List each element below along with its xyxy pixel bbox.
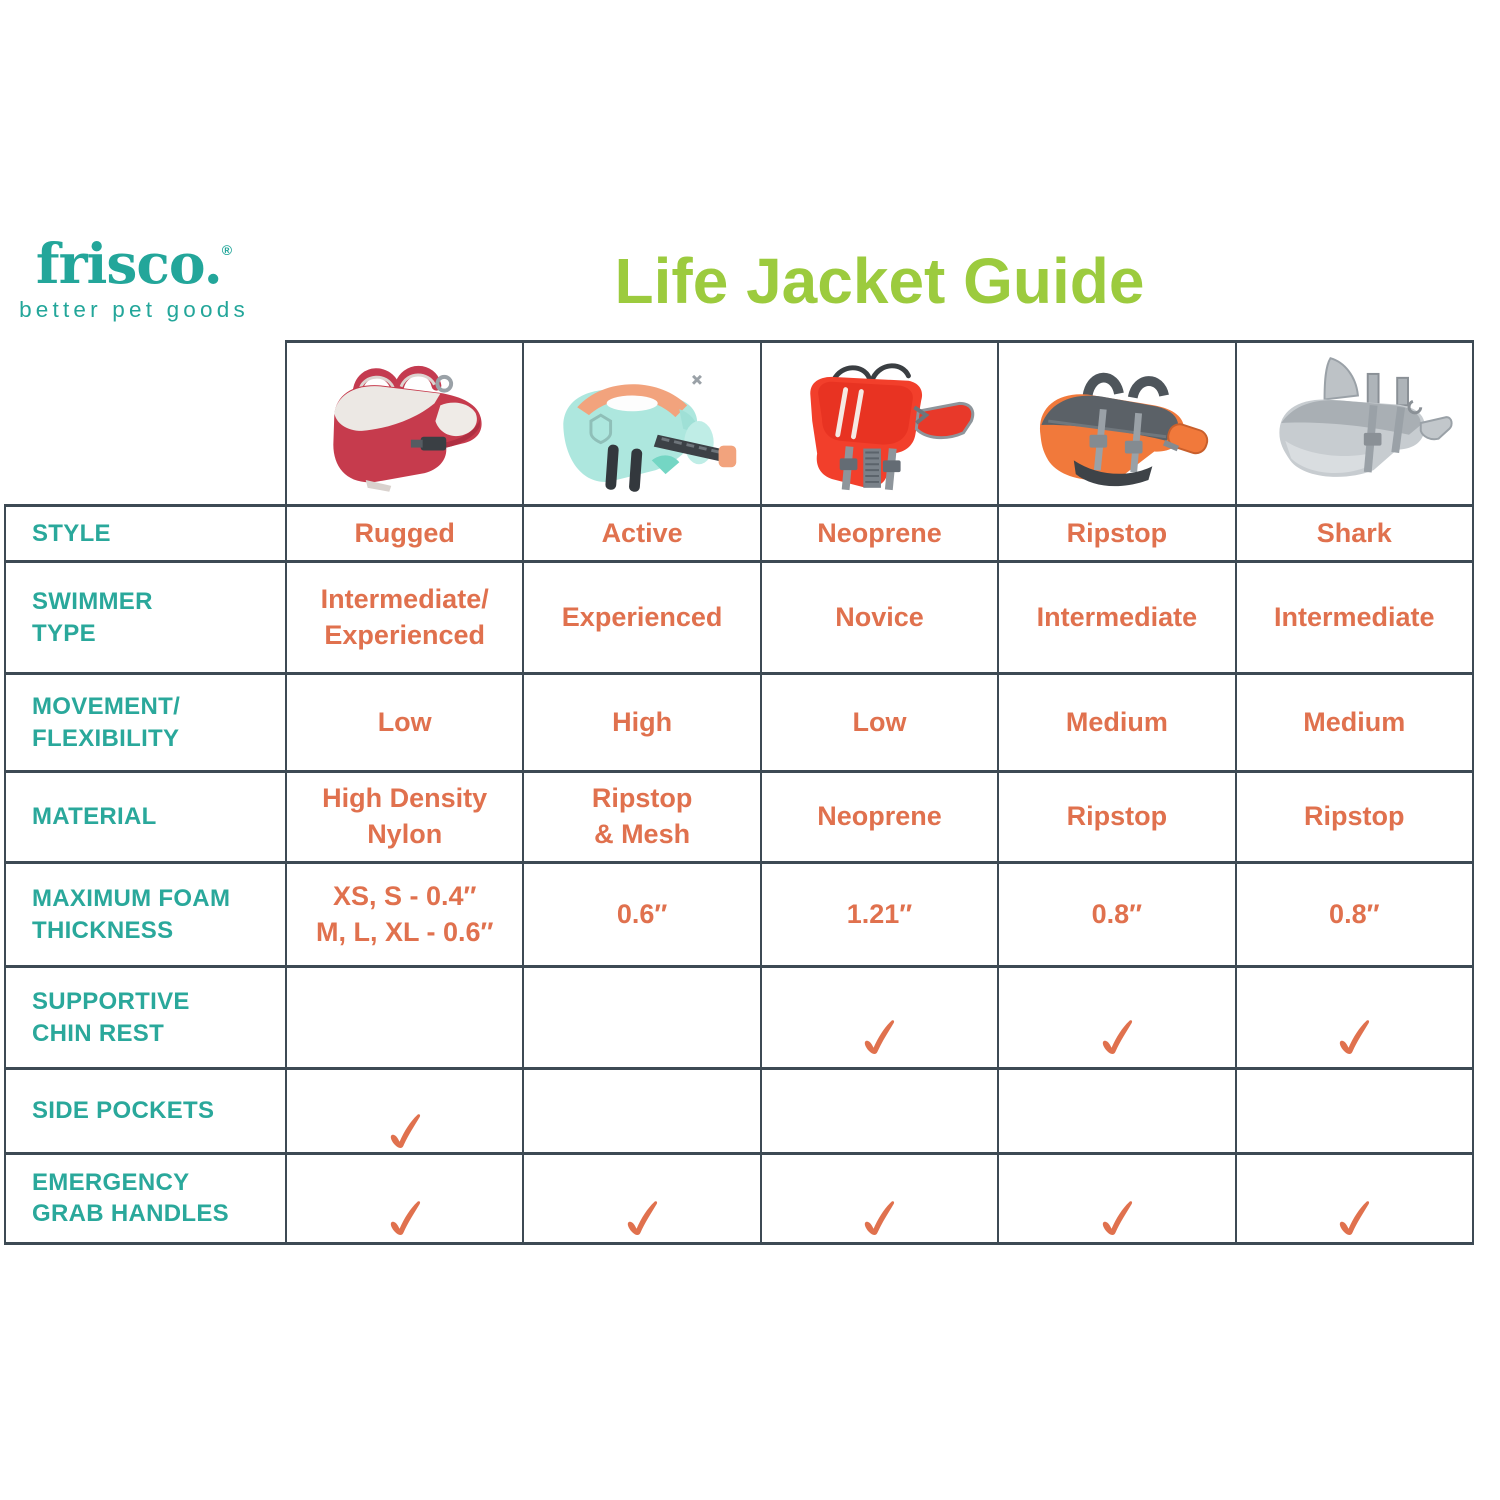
value-cell: Novice bbox=[759, 560, 1000, 675]
check-cell bbox=[284, 1151, 525, 1245]
check-icon bbox=[1340, 1201, 1370, 1235]
registered-mark: ® bbox=[221, 242, 233, 258]
value-cell: Medium bbox=[997, 672, 1237, 773]
product-image-cell bbox=[759, 340, 1000, 507]
check-cell bbox=[759, 1067, 1000, 1155]
table-row-style: STYLE Rugged Active Neoprene Ripstop Sha… bbox=[4, 504, 1475, 563]
check-cell bbox=[759, 1151, 1000, 1245]
brand-name: frisco.® bbox=[35, 231, 233, 296]
value-cell: 0.8″ bbox=[1234, 861, 1475, 968]
table-row-material: MATERIAL High Density Nylon Ripstop & Me… bbox=[4, 770, 1475, 864]
row-label: MAXIMUM FOAM THICKNESS bbox=[4, 861, 287, 968]
value-cell: Active bbox=[522, 504, 762, 563]
check-cell bbox=[284, 965, 525, 1070]
value-cell: Low bbox=[284, 672, 525, 773]
value-cell: Intermediate/ Experienced bbox=[284, 560, 525, 675]
row-label: EMERGENCY GRAB HANDLES bbox=[4, 1151, 287, 1245]
value-cell: Intermediate bbox=[1234, 560, 1475, 675]
value-cell: 0.8″ bbox=[997, 861, 1237, 968]
value-cell: Neoprene bbox=[759, 770, 1000, 864]
check-icon bbox=[865, 1201, 895, 1235]
page-title: Life Jacket Guide bbox=[614, 245, 1145, 317]
comparison-table-wrap: STYLE Rugged Active Neoprene Ripstop Sha… bbox=[4, 340, 1475, 1245]
row-label: STYLE bbox=[4, 504, 287, 563]
check-cell bbox=[997, 1067, 1237, 1155]
brand-logo: frisco.® better pet goods bbox=[14, 236, 254, 323]
check-icon bbox=[1102, 1020, 1132, 1055]
value-cell: High Density Nylon bbox=[284, 770, 525, 864]
neoprene-life-jacket-image bbox=[810, 362, 975, 490]
comparison-table: STYLE Rugged Active Neoprene Ripstop Sha… bbox=[4, 340, 1475, 1245]
check-cell bbox=[522, 1151, 762, 1245]
value-cell: Medium bbox=[1234, 672, 1475, 773]
value-cell: 0.6″ bbox=[522, 861, 762, 968]
active-life-jacket-image bbox=[563, 374, 737, 492]
check-icon bbox=[865, 1020, 895, 1055]
row-label: SIDE POCKETS bbox=[4, 1067, 287, 1155]
product-image-cell bbox=[522, 340, 762, 507]
row-label: MATERIAL bbox=[4, 770, 287, 864]
table-row-movement: MOVEMENT/ FLEXIBILITY Low High Low Mediu… bbox=[4, 672, 1475, 773]
row-label: MOVEMENT/ FLEXIBILITY bbox=[4, 672, 287, 773]
value-cell: Shark bbox=[1234, 504, 1475, 563]
product-image-cell bbox=[1234, 340, 1475, 507]
product-image-row bbox=[5, 340, 1475, 507]
check-cell bbox=[1234, 1067, 1475, 1155]
check-cell bbox=[522, 965, 762, 1070]
product-image-cell bbox=[284, 340, 525, 507]
value-cell: 1.21″ bbox=[759, 861, 1000, 968]
value-cell: Ripstop bbox=[997, 770, 1237, 864]
table-row-swimmer-type: SWIMMER TYPE Intermediate/ Experienced E… bbox=[4, 560, 1475, 675]
value-cell: Ripstop bbox=[1234, 770, 1475, 864]
value-cell: High bbox=[522, 672, 762, 773]
shark-life-jacket-image bbox=[1279, 356, 1453, 477]
value-cell: Rugged bbox=[284, 504, 525, 563]
row-label: SWIMMER TYPE bbox=[4, 560, 287, 675]
brand-tagline: better pet goods bbox=[19, 297, 249, 322]
check-cell bbox=[1234, 965, 1475, 1070]
table-row-side-pockets: SIDE POCKETS bbox=[4, 1067, 1475, 1155]
check-cell bbox=[997, 1151, 1237, 1245]
check-cell bbox=[997, 965, 1237, 1070]
ripstop-life-jacket-image bbox=[1039, 372, 1209, 486]
table-row-chin-rest: SUPPORTIVE CHIN REST bbox=[4, 965, 1475, 1070]
check-cell bbox=[522, 1067, 762, 1155]
check-cell bbox=[759, 965, 1000, 1070]
product-image-cell bbox=[997, 340, 1237, 507]
value-cell: Ripstop bbox=[997, 504, 1237, 563]
value-cell: Neoprene bbox=[759, 504, 1000, 563]
value-cell: Low bbox=[759, 672, 1000, 773]
value-cell: Experienced bbox=[522, 560, 762, 675]
check-icon bbox=[390, 1113, 420, 1148]
check-cell bbox=[1234, 1151, 1475, 1245]
check-icon bbox=[390, 1201, 420, 1235]
table-row-grab-handles: EMERGENCY GRAB HANDLES bbox=[4, 1151, 1475, 1245]
value-cell: XS, S - 0.4″ M, L, XL - 0.6″ bbox=[284, 861, 525, 968]
table-corner-spacer bbox=[5, 342, 286, 506]
value-cell: Intermediate bbox=[997, 560, 1237, 675]
check-icon bbox=[1340, 1020, 1370, 1055]
rugged-life-jacket-image bbox=[333, 365, 482, 492]
row-label: SUPPORTIVE CHIN REST bbox=[4, 965, 287, 1070]
check-icon bbox=[1102, 1201, 1132, 1235]
table-row-foam-thickness: MAXIMUM FOAM THICKNESS XS, S - 0.4″ M, L… bbox=[4, 861, 1475, 968]
value-cell: Ripstop & Mesh bbox=[522, 770, 762, 864]
check-icon bbox=[627, 1201, 658, 1235]
check-cell bbox=[284, 1067, 525, 1155]
